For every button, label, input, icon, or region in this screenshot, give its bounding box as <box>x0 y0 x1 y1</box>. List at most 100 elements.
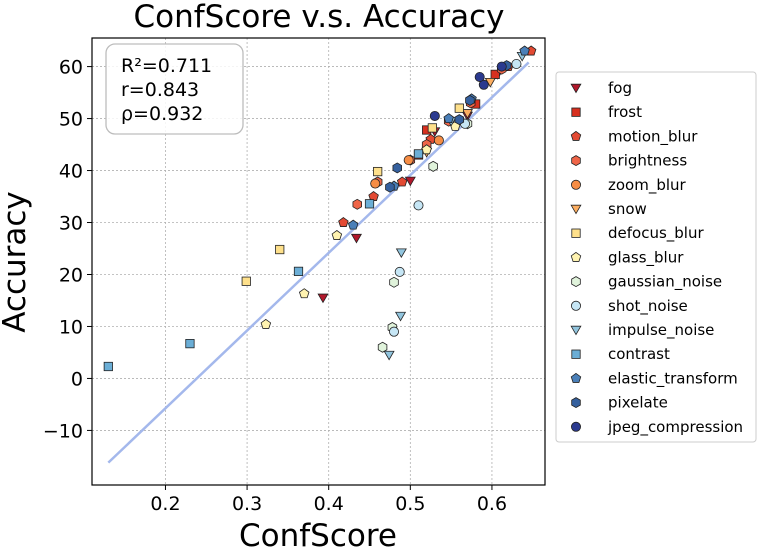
data-point-glass-blur <box>298 288 310 299</box>
data-point-zoom-blur <box>433 135 444 146</box>
chart-title: ConfScore v.s. Accuracy <box>133 0 504 35</box>
data-point-shot-noise <box>394 266 405 277</box>
stats-box: R²=0.711 r=0.843 ρ=0.932 <box>105 43 244 135</box>
legend-label: glass_blur <box>608 248 684 267</box>
x-tick-label: 0.5 <box>395 493 425 515</box>
y-tick-label: 10 <box>59 316 83 338</box>
stat-pearson-r: r=0.843 <box>121 79 199 101</box>
legend-marker-defocus-blur <box>571 228 581 238</box>
legend-frame <box>555 71 757 443</box>
legend-label: impulse_noise <box>608 321 714 340</box>
data-point-elastic-transform <box>443 113 454 124</box>
legend-label: gaussian_noise <box>608 273 722 292</box>
data-point-fog <box>350 233 362 244</box>
y-axis-ticks: −10 0 10 20 30 40 50 60 <box>43 57 92 442</box>
stats-box-frame <box>105 43 244 135</box>
data-point-snow <box>461 109 474 119</box>
y-tick-label: 50 <box>59 109 83 131</box>
legend-label: motion_blur <box>608 127 698 146</box>
data-point-glass-blur <box>260 318 272 329</box>
data-point-glass-blur <box>421 144 432 155</box>
legend-label: jpeg_compression <box>607 418 743 437</box>
data-point-impulse-noise <box>383 350 395 361</box>
data-point-contrast <box>364 199 375 209</box>
data-point-contrast <box>103 361 113 372</box>
data-point-motion-blur <box>396 176 408 187</box>
legend-marker-zoom-blur <box>571 179 582 190</box>
data-point-gaussian-noise <box>428 160 438 172</box>
y-tick-label: −10 <box>43 420 83 442</box>
legend-marker-elastic-transform <box>570 372 582 383</box>
y-tick-label: 30 <box>59 213 83 235</box>
data-point-gaussian-noise <box>389 276 399 288</box>
x-tick-label: 0.2 <box>150 493 180 515</box>
stat-r-squared: R²=0.711 <box>121 55 212 77</box>
x-axis-ticks: 0.2 0.3 0.4 0.5 0.6 <box>150 485 507 515</box>
x-tick-label: 0.3 <box>232 493 262 515</box>
legend-marker-impulse-noise <box>570 325 582 336</box>
y-tick-label: 60 <box>59 57 83 79</box>
legend-label: defocus_blur <box>608 224 704 243</box>
data-point-impulse-noise <box>394 311 407 322</box>
x-tick-label: 0.6 <box>477 493 507 515</box>
legend-label: fog <box>608 79 632 97</box>
legend-marker-contrast <box>571 349 581 359</box>
legend-marker-shot-noise <box>571 300 582 311</box>
legend-label: contrast <box>608 345 670 363</box>
y-tick-label: 20 <box>59 264 83 286</box>
data-point-contrast <box>413 149 424 159</box>
legend-marker-snow <box>570 204 582 215</box>
data-point-contrast <box>293 266 304 276</box>
data-point-defocus-blur <box>454 103 464 113</box>
plot-frame <box>91 37 546 486</box>
stat-spearman-rho: ρ=0.932 <box>121 103 203 125</box>
x-axis-label: ConfScore <box>239 518 397 553</box>
data-point-shot-noise <box>511 58 522 69</box>
data-point-defocus-blur <box>241 276 251 286</box>
y-tick-label: 40 <box>59 161 83 183</box>
legend-marker-jpeg-compression <box>571 421 582 432</box>
data-point-fog <box>404 176 416 187</box>
y-tick-label: 0 <box>71 368 83 390</box>
data-point-glass-blur <box>331 230 343 240</box>
data-point-pixelate <box>454 114 465 126</box>
legend-marker-brightness <box>571 155 581 167</box>
data-point-jpeg-compression <box>478 79 489 90</box>
data-point-pixelate <box>465 94 475 106</box>
data-point-jpeg-compression <box>474 71 485 82</box>
data-point-defocus-blur <box>275 244 285 255</box>
data-point-defocus-blur <box>427 123 437 133</box>
legend-label: brightness <box>608 152 687 170</box>
legend: fog frost motion_blur brightness zoom_blursn… <box>555 71 757 443</box>
data-point-pixelate <box>385 181 395 193</box>
y-axis-label: Accuracy <box>0 191 33 333</box>
legend-marker-gaussian-noise <box>571 276 581 288</box>
data-points <box>103 45 537 372</box>
legend-label: zoom_blur <box>608 176 687 195</box>
legend-marker-frost <box>571 107 581 117</box>
x-tick-label: 0.4 <box>314 493 344 515</box>
legend-marker-glass-blur <box>570 251 582 262</box>
data-point-zoom-blur <box>403 155 414 166</box>
data-point-defocus-blur <box>373 166 383 177</box>
data-point-fog <box>317 293 329 304</box>
legend-marker-pixelate <box>571 397 581 409</box>
data-point-shot-noise <box>413 200 424 211</box>
legend-marker-fog <box>570 83 582 94</box>
data-point-pixelate <box>392 162 402 174</box>
legend-marker-motion-blur <box>570 130 582 141</box>
legend-label: elastic_transform <box>608 369 738 388</box>
data-point-shot-noise <box>388 326 399 337</box>
data-point-contrast <box>185 339 195 349</box>
legend-label: shot_noise <box>608 297 688 316</box>
data-point-gaussian-noise <box>377 341 388 353</box>
legend-label: snow <box>608 200 647 218</box>
data-point-elastic-transform <box>347 219 359 230</box>
legend-label: frost <box>608 103 642 121</box>
data-point-impulse-noise <box>395 248 407 259</box>
data-point-zoom-blur <box>370 178 381 189</box>
data-point-motion-blur <box>338 217 349 227</box>
data-point-elastic-transform <box>519 45 530 56</box>
data-point-jpeg-compression <box>429 110 440 121</box>
